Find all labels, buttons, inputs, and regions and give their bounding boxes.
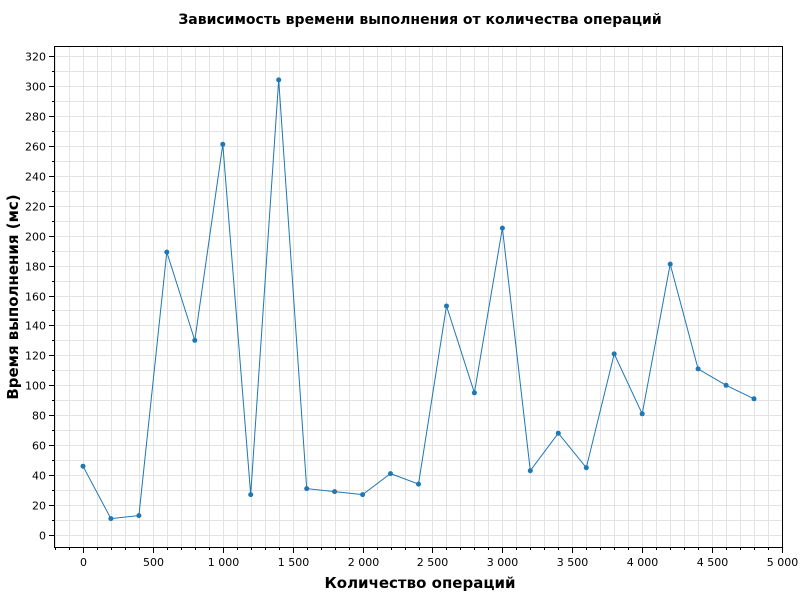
data-point	[164, 249, 170, 255]
data-point	[332, 489, 338, 495]
data-point	[304, 486, 310, 492]
y-tick-label: 200	[25, 231, 46, 244]
data-point	[416, 481, 421, 487]
grid	[55, 47, 783, 547]
data-point	[220, 141, 226, 147]
y-tick-label: 60	[32, 440, 46, 453]
x-tick-label: 2 500	[417, 556, 449, 569]
data-point	[527, 468, 533, 474]
data-point	[276, 77, 282, 83]
y-tick-label: 120	[25, 350, 46, 363]
data-point	[471, 390, 477, 396]
y-tick-label: 160	[25, 291, 46, 304]
data-point	[108, 516, 114, 522]
data-point	[388, 471, 393, 477]
x-axis: 0 500 1 000 1 500 2 000 2 500 3 000 3 500 4 000 4…	[55, 547, 799, 569]
series-line	[82, 79, 755, 520]
data-point	[583, 465, 589, 471]
y-tick-label: 320	[25, 51, 46, 64]
data-point	[499, 225, 505, 231]
y-tick-label: 80	[32, 410, 46, 423]
y-tick-label: 300	[25, 81, 46, 94]
x-tick-label: 500	[143, 556, 164, 569]
data-point	[248, 492, 254, 498]
x-tick-label: 2 000	[348, 556, 380, 569]
data-point	[136, 513, 142, 519]
y-tick-label: 40	[32, 470, 46, 483]
y-tick-label: 240	[25, 171, 46, 184]
y-tick-label: 100	[25, 380, 46, 393]
data-point	[80, 463, 86, 469]
data-point	[667, 261, 673, 267]
x-axis-label: Количество операций	[325, 574, 516, 592]
series-group	[80, 77, 757, 522]
data-point	[639, 411, 645, 417]
y-tick-label: 280	[25, 111, 46, 124]
y-tick-label: 260	[25, 141, 46, 154]
x-tick-label: 3 000	[487, 556, 519, 569]
x-tick-label: 5 000	[767, 556, 799, 569]
y-tick-label: 0	[39, 530, 46, 543]
data-point	[751, 396, 757, 402]
x-tick-label: 4 000	[627, 556, 659, 569]
y-tick-label: 180	[25, 261, 46, 274]
x-tick-label: 1 500	[278, 556, 310, 569]
x-tick-label: 0	[80, 556, 87, 569]
data-point	[444, 303, 449, 309]
data-point	[555, 430, 561, 436]
data-point	[360, 492, 366, 498]
data-point	[611, 351, 617, 357]
y-tick-label: 140	[25, 320, 46, 333]
y-axis-label: Время выполнения (мс)	[4, 194, 22, 399]
x-tick-label: 3 500	[557, 556, 589, 569]
data-point	[192, 337, 198, 343]
chart-title: Зависимость времени выполнения от количе…	[178, 12, 661, 28]
x-tick-label: 1 000	[208, 556, 240, 569]
x-tick-label: 4 500	[697, 556, 729, 569]
data-point	[723, 382, 729, 388]
y-axis: 0 20 40 60 80 100 120 140 160 180 200 220 240 260 280 3…	[25, 51, 55, 543]
y-tick-label: 220	[25, 201, 46, 214]
y-tick-label: 20	[32, 500, 46, 513]
data-point	[695, 366, 701, 372]
